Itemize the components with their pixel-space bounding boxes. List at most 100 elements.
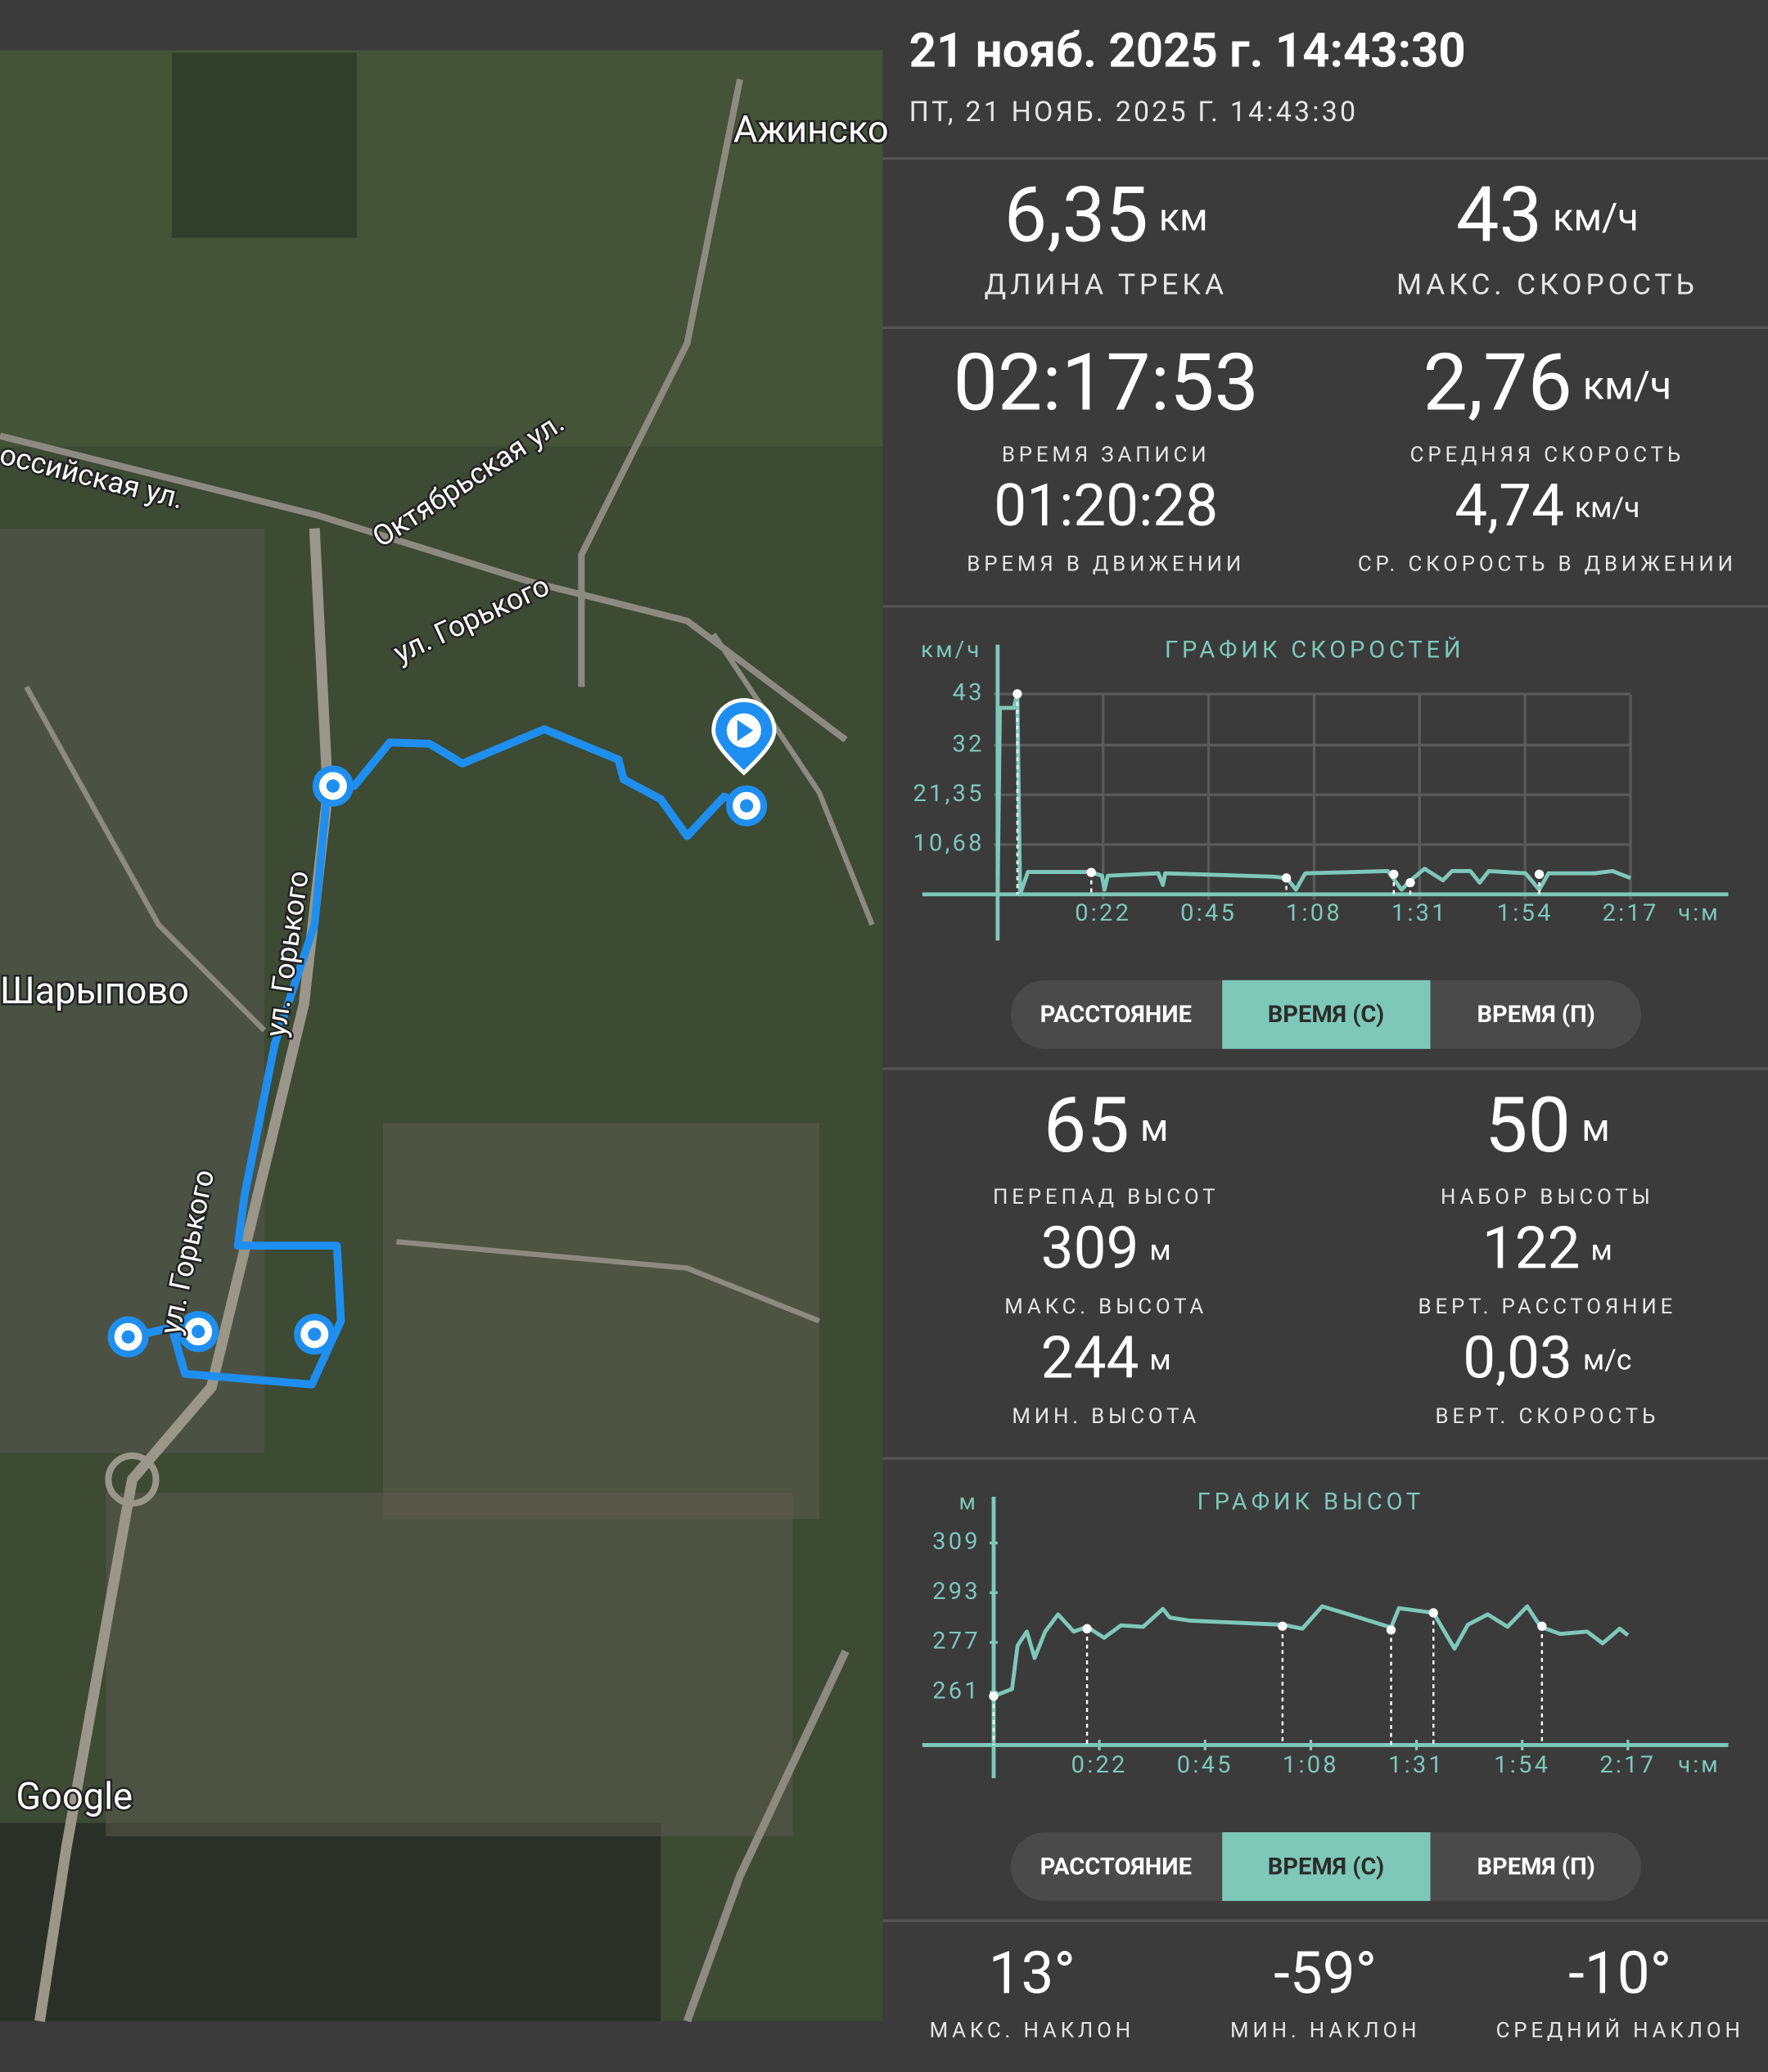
- stat-label: ПЕРЕПАД ВЫСОТ: [993, 1185, 1219, 1209]
- x-tick-label: 1:08: [1283, 1751, 1339, 1779]
- x-tick-label: 1:54: [1497, 899, 1554, 927]
- x-tick-label: 1:08: [1286, 899, 1342, 927]
- stat-label: МИН. НАКЛОН: [1230, 2019, 1420, 2043]
- unit: м: [1581, 1106, 1610, 1151]
- unit: м/с: [1583, 1343, 1632, 1377]
- unit: м: [1149, 1343, 1170, 1377]
- marker: [989, 1691, 999, 1701]
- stat-label: СРЕДНИЙ НАКЛОН: [1496, 2019, 1744, 2043]
- map-label: Шарыпово: [0, 970, 189, 1013]
- value: 50: [1485, 1080, 1571, 1170]
- map-attribution: Google: [16, 1776, 133, 1819]
- unit: м: [1591, 1233, 1612, 1268]
- unit: км/ч: [1575, 490, 1639, 525]
- marker: [1281, 873, 1292, 883]
- value: 2,76: [1423, 336, 1572, 429]
- stat-label: МИН. ВЫСОТА: [1012, 1404, 1200, 1429]
- marker: [1278, 1621, 1288, 1631]
- subtitle: ПТ, 21 НОЯБ. 2025 Г. 14:43:30: [909, 97, 1359, 128]
- line: [995, 691, 1631, 897]
- stat-value: 4,74 км/ч: [1455, 472, 1639, 540]
- value: 244: [1041, 1324, 1139, 1392]
- y-tick-label: 21,35: [913, 780, 985, 808]
- value: 01:20:28: [994, 472, 1218, 540]
- x-unit: ч:м: [1678, 899, 1721, 926]
- stat-value: 6,35 км: [1004, 169, 1208, 259]
- value: -59°: [1274, 1939, 1377, 2007]
- stat-label: МАКС. ВЫСОТА: [1004, 1295, 1207, 1319]
- y-tick-label: 309: [932, 1528, 981, 1556]
- x-unit: ч:м: [1678, 1752, 1721, 1778]
- charts: ГРАФИК СКОРОСТЕЙ км/ч ч:м 10,68 21,35 32 43 0:2…: [913, 636, 1729, 1901]
- stat-label: СР. СКОРОСТЬ В ДВИЖЕНИИ: [1358, 552, 1737, 577]
- tab-active: [1222, 1832, 1431, 1901]
- tab[interactable]: РАССТОЯНИЕ: [1040, 1001, 1192, 1029]
- chart-title: ГРАФИК СКОРОСТЕЙ: [1165, 636, 1464, 664]
- x-tick-label: 2:17: [1603, 899, 1659, 927]
- stat-label: СРЕДНЯЯ СКОРОСТЬ: [1410, 443, 1685, 467]
- y-tick-label: 261: [932, 1678, 981, 1705]
- stat-label: ВРЕМЯ В ДВИЖЕНИИ: [967, 552, 1245, 577]
- map[interactable]: Ажинско оссийская ул. Октябрьская ул. ул…: [0, 50, 891, 2023]
- map-label: Ажинско: [733, 108, 889, 151]
- stat-label: МАКС. НАКЛОН: [930, 2019, 1134, 2043]
- marker: [1086, 867, 1096, 877]
- value: 4,74: [1455, 472, 1564, 540]
- x-tick-label: 0:45: [1177, 1751, 1234, 1779]
- y-tick-label: 277: [932, 1628, 981, 1655]
- stat-value: 43 км/ч: [1456, 169, 1639, 259]
- value: 13°: [989, 1939, 1076, 2007]
- stat-value: 244 м: [1041, 1324, 1171, 1392]
- x-tick-label: 1:31: [1388, 1751, 1445, 1779]
- stat-value: 122 м: [1482, 1214, 1612, 1282]
- stat-value: 13°: [989, 1939, 1076, 2007]
- value: 65: [1044, 1080, 1130, 1170]
- title: 21 нояб. 2025 г. 14:43:30: [909, 24, 1466, 79]
- x-tick-label: 0:22: [1075, 899, 1131, 927]
- tab[interactable]: ВРЕМЯ (С): [1268, 1001, 1384, 1029]
- value: 02:17:53: [953, 336, 1258, 429]
- y-tick-label: 10,68: [913, 830, 985, 858]
- x-tick-label: 0:22: [1071, 1751, 1128, 1779]
- tab[interactable]: ВРЕМЯ (П): [1477, 1001, 1594, 1029]
- tab[interactable]: РАССТОЯНИЕ: [1040, 1853, 1192, 1881]
- marker: [1389, 869, 1399, 880]
- stat-value: 01:20:28: [994, 472, 1218, 540]
- stat-value: 02:17:53: [953, 336, 1258, 429]
- marker: [1534, 869, 1545, 880]
- stat-value: 2,76 км/ч: [1423, 336, 1672, 429]
- x-tick-label: 1:54: [1494, 1751, 1550, 1779]
- marker: [1428, 1608, 1438, 1618]
- marker: [1386, 1625, 1396, 1635]
- stat-label: МАКС. СКОРОСТЬ: [1396, 268, 1698, 302]
- value: 43: [1456, 169, 1542, 259]
- marker: [1082, 1624, 1092, 1633]
- unit: м: [1140, 1106, 1169, 1151]
- y-unit: м: [959, 1489, 979, 1515]
- stat-label: НАБОР ВЫСОТЫ: [1441, 1185, 1654, 1209]
- y-tick-label: 293: [932, 1578, 981, 1606]
- chart: ГРАФИК СКОРОСТЕЙ км/ч ч:м 10,68 21,35 32 43 0:2…: [913, 636, 1729, 1049]
- stat-value: -10°: [1568, 1939, 1671, 2007]
- chart-title: ГРАФИК ВЫСОТ: [1197, 1489, 1425, 1516]
- value: 122: [1482, 1214, 1581, 1282]
- value: -10°: [1568, 1939, 1671, 2007]
- marker: [1013, 689, 1022, 699]
- tab[interactable]: ВРЕМЯ (С): [1268, 1853, 1384, 1881]
- line: [993, 1604, 1630, 1698]
- marker: [1405, 877, 1415, 888]
- stat-value: 0,03 м/с: [1463, 1324, 1631, 1392]
- x-tick-label: 1:31: [1391, 899, 1448, 927]
- unit: км: [1159, 196, 1208, 241]
- value: 309: [1041, 1214, 1139, 1282]
- stat-label: ВЕРТ. СКОРОСТЬ: [1436, 1404, 1660, 1429]
- stat-label: ВРЕМЯ ЗАПИСИ: [1002, 443, 1211, 467]
- y-tick-label: 43: [953, 679, 985, 707]
- y-unit: км/ч: [921, 637, 981, 663]
- chart: ГРАФИК ВЫСОТ м ч:м 261 277 293 309 0:22 0:45 1:08…: [922, 1489, 1729, 1901]
- x-tick-label: 2:17: [1599, 1751, 1656, 1779]
- tab[interactable]: ВРЕМЯ (П): [1477, 1853, 1594, 1881]
- dividers: [882, 157, 1768, 1922]
